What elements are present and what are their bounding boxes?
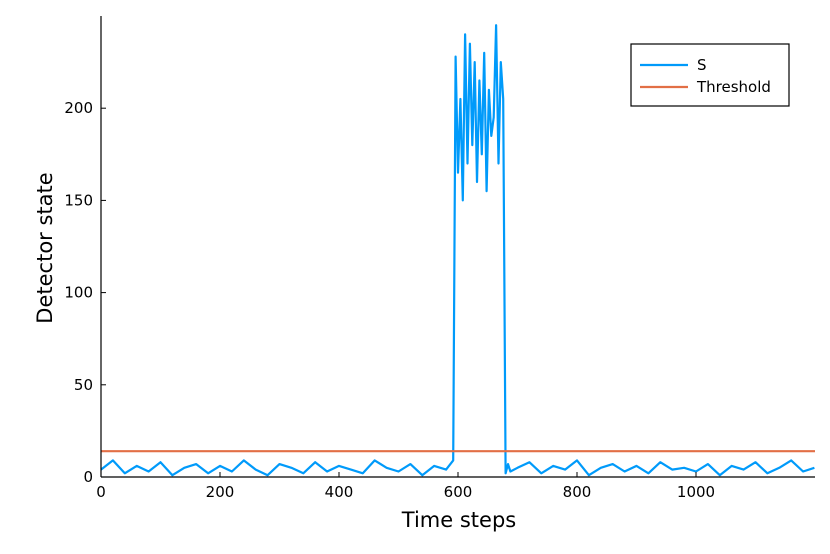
x-tick-label: 800 [563,483,592,501]
y-axis-label: Detector state [33,172,57,323]
x-axis-label: Time steps [401,508,516,532]
series-line-s [100,24,815,477]
y-tick-label: 100 [64,284,93,302]
x-tick-label: 0 [96,483,106,501]
series-layer [100,24,815,477]
y-tick-label: 200 [64,99,93,117]
y-tick-label: 50 [74,376,93,394]
legend: S Threshold [630,43,790,107]
x-tick-label: 200 [206,483,235,501]
legend-label-s: S [697,56,707,74]
y-tick-label: 150 [64,191,93,209]
legend-box [630,43,790,107]
x-tick-label: 600 [444,483,473,501]
legend-label-threshold: Threshold [696,78,771,96]
ticks-layer: 0 200 400 600 800 1000 0 50 100 150 200 [64,99,715,501]
x-tick-label: 400 [325,483,354,501]
y-tick-label: 0 [83,468,93,486]
x-tick-label: 1000 [677,483,715,501]
